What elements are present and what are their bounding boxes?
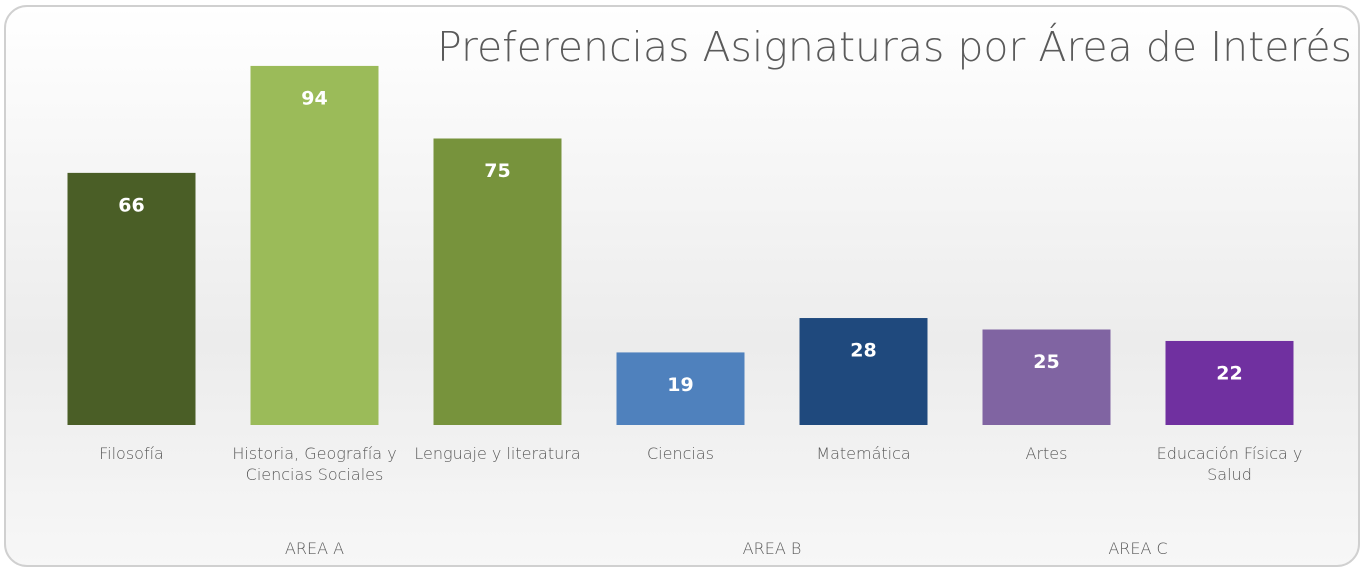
x-tick-label: Educación Física y Salud xyxy=(1156,444,1303,484)
group-label: AREA B xyxy=(742,539,802,558)
bar xyxy=(250,65,379,426)
x-tick-label: Artes xyxy=(1025,444,1068,463)
bar xyxy=(433,138,562,425)
data-label: 66 xyxy=(118,194,144,216)
bar xyxy=(982,329,1111,425)
group-label: AREA A xyxy=(284,539,345,558)
bar xyxy=(1165,340,1294,425)
data-label: 75 xyxy=(484,160,510,182)
x-tick-label: Lenguaje y literatura xyxy=(414,444,581,463)
bar xyxy=(67,172,196,425)
chart-title: Preferencias Asignaturas por Área de Int… xyxy=(437,23,1352,71)
data-label: 25 xyxy=(1033,351,1059,373)
data-label: 19 xyxy=(667,374,693,396)
x-tick-label: Filosofía xyxy=(99,444,164,463)
data-label: 94 xyxy=(301,87,327,109)
x-tick-label: Matemática xyxy=(816,444,911,463)
data-label: 22 xyxy=(1216,362,1242,384)
bar xyxy=(799,318,928,425)
data-label: 28 xyxy=(850,340,876,362)
bar xyxy=(616,352,745,425)
x-tick-label: Ciencias xyxy=(647,444,714,463)
x-tick-label: Historia, Geografía y Ciencias Sociales xyxy=(232,444,397,484)
group-label: AREA C xyxy=(1108,539,1168,558)
